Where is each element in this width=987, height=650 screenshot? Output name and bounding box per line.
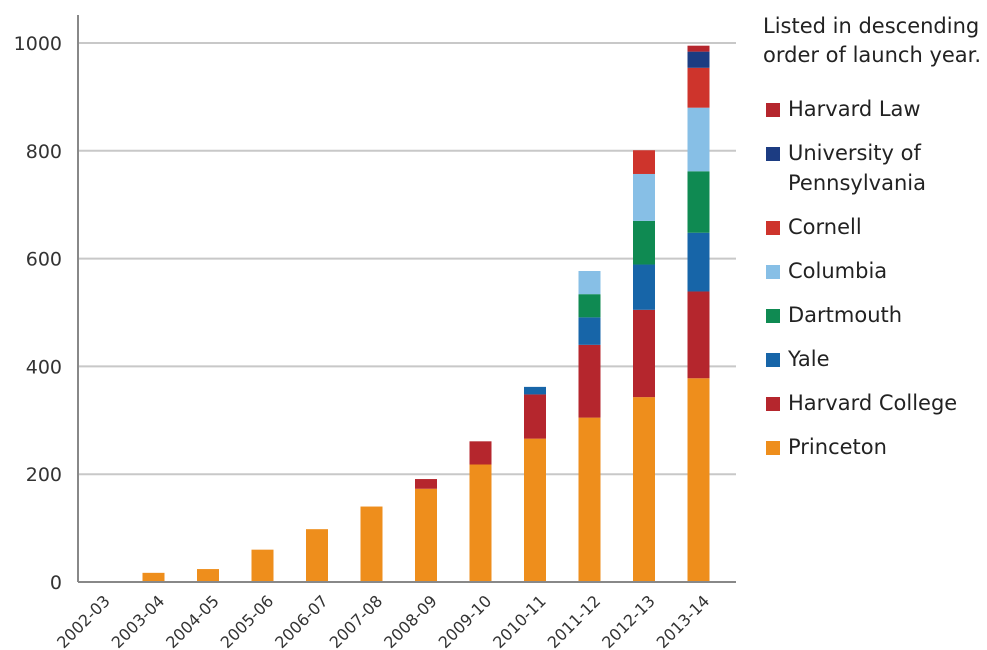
bar-segment [633, 150, 655, 174]
x-tick-label: 2003-04 [108, 591, 169, 650]
legend-item: Cornell [766, 212, 984, 242]
legend-item: Harvard College [766, 388, 984, 418]
legend-item: Princeton [766, 432, 984, 462]
x-tick-label: 2010-11 [489, 591, 550, 650]
bar-segment [415, 479, 437, 489]
legend-swatch [766, 353, 780, 367]
bar-segment [251, 549, 274, 582]
bar-segment [578, 317, 601, 345]
bar-segment [633, 220, 655, 265]
legend-label: Dartmouth [788, 303, 903, 327]
legend-item: Harvard Law [766, 94, 984, 124]
y-tick-label: 1000 [14, 33, 62, 55]
bar-segment [524, 394, 546, 439]
bar-segment [687, 67, 710, 108]
legend-swatch [766, 397, 780, 411]
bar-segment [687, 232, 710, 292]
legend-label: Harvard College [788, 391, 958, 415]
legend-item: Columbia [766, 256, 984, 286]
x-tick-label: 2013-14 [653, 591, 714, 650]
legend-label: Cornell [788, 215, 862, 239]
y-tick-label: 800 [26, 141, 62, 163]
bar-segment [197, 569, 219, 582]
legend-label: Princeton [788, 435, 887, 459]
legend-label: Columbia [788, 259, 888, 283]
legend-swatch [766, 147, 780, 161]
bar-segment [633, 397, 655, 582]
y-tick-label: 200 [26, 464, 62, 486]
y-tick-label: 0 [50, 572, 62, 594]
x-tick-label: 2004-05 [162, 591, 223, 650]
bar-segment [578, 270, 601, 295]
x-tick-label: 2009-10 [435, 591, 496, 650]
legend-label: Harvard Law [788, 97, 921, 121]
x-tick-label: 2007-08 [326, 591, 387, 650]
legend-label: Yale [788, 347, 830, 371]
legend-swatch [766, 309, 780, 323]
bar-segment [687, 378, 710, 582]
legend-swatch [766, 103, 780, 117]
bar-segment [524, 438, 546, 582]
y-tick-label: 400 [26, 356, 62, 378]
legend-swatch [766, 221, 780, 235]
legend-item: Yale [766, 344, 984, 374]
bar-segment [687, 291, 710, 379]
legend-swatch [766, 441, 780, 455]
legend-swatch [766, 265, 780, 279]
legend-item: University of Pennsylvania [766, 138, 984, 198]
legend-item: Dartmouth [766, 300, 984, 330]
x-tick-label: 2006-07 [271, 591, 332, 650]
bar-segment [633, 173, 655, 221]
y-tick-label: 600 [26, 249, 62, 271]
bar-segment [687, 107, 710, 172]
x-tick-label: 2002-03 [53, 591, 114, 650]
bar-segment [633, 264, 655, 310]
bar-segment [578, 294, 601, 318]
bar-segment [524, 386, 546, 395]
legend: Harvard Law University of Pennsylvania Cor… [766, 94, 984, 476]
bar-segment [469, 441, 492, 465]
x-tick-label: 2005-06 [217, 591, 278, 650]
legend-label: University of Pennsylvania [788, 141, 926, 195]
bar-segment [415, 488, 437, 582]
bar-segment [306, 529, 328, 582]
bar-segment [578, 344, 601, 418]
bar-segment [360, 506, 383, 582]
bar-segment [633, 309, 655, 398]
bar-segment [687, 51, 710, 68]
bar-segment [578, 417, 601, 582]
bar-segment [469, 464, 492, 582]
legend-note: Listed in descending order of launch yea… [763, 14, 982, 67]
x-tick-label: 2012-13 [598, 591, 659, 650]
x-tick-label: 2011-12 [544, 591, 605, 650]
bar-segment [687, 171, 710, 233]
bar-segment [142, 572, 165, 582]
bar-segment [687, 45, 710, 52]
x-tick-label: 2008-09 [380, 591, 441, 650]
